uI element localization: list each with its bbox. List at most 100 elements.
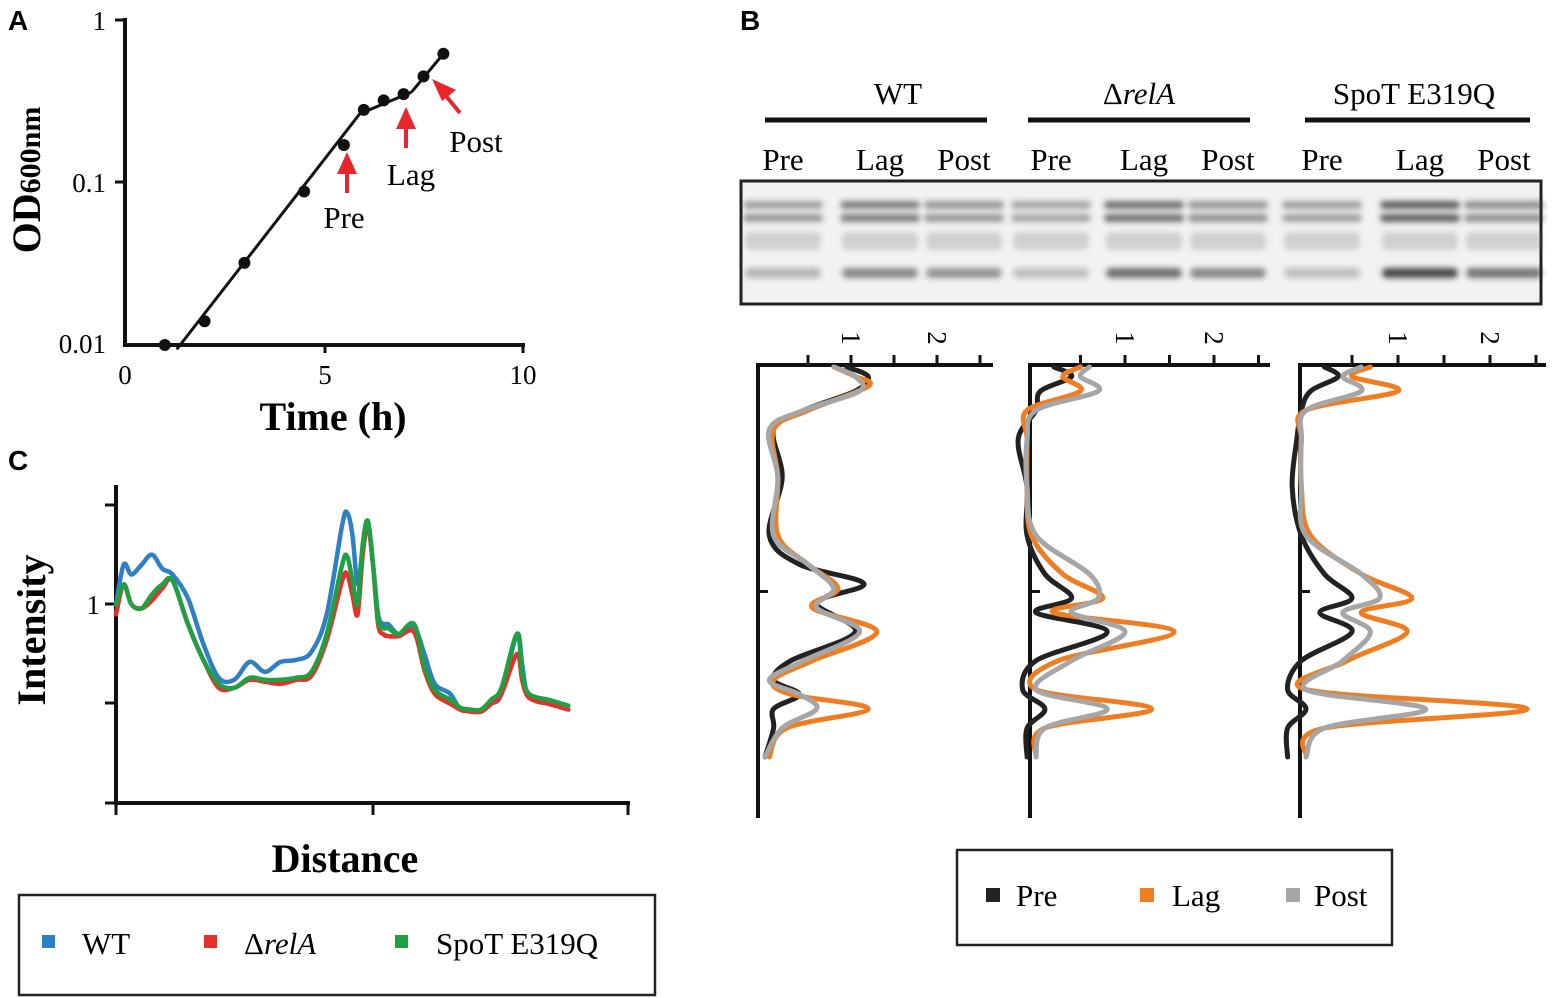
lane-label: Post: [1201, 142, 1255, 177]
gel-band: [1104, 214, 1184, 222]
panel-c-lines: [113, 509, 571, 715]
data-point: [417, 70, 430, 83]
lane-label: Pre: [1030, 142, 1071, 177]
profile-line-pre: [1283, 364, 1355, 760]
panel-c-legend: WT ΔrelA SpoT E319Q: [17, 893, 657, 997]
gel-band: [743, 201, 823, 209]
profile-x-tick-label: 1: [1383, 331, 1413, 345]
gel-smear: [1284, 232, 1360, 250]
gel-band: [1190, 268, 1266, 278]
panel-a-ytick-label: 1: [93, 6, 107, 36]
data-point: [397, 88, 410, 101]
gel-band: [1464, 214, 1544, 222]
panel-a-y-axis-title: OD600nm: [4, 107, 49, 254]
lane-label: Lag: [856, 142, 904, 177]
group-label-rela: ΔrelA: [1103, 76, 1176, 111]
profile-line-post: [762, 364, 866, 760]
data-point: [198, 315, 211, 328]
profile-x-tick-label: 1: [1110, 331, 1140, 345]
group-label-wt: WT: [874, 76, 922, 111]
panel-a-growth-curve: A 1 0.1 0.01 0 5 10 Time (h) OD600nm Pre…: [4, 5, 537, 439]
profile-lines: [762, 364, 1530, 760]
gel-smear: [1106, 232, 1182, 250]
panel-c-x-axis-title: Distance: [272, 836, 419, 881]
gel-band: [1382, 268, 1458, 278]
legend-label-lag: Lag: [1172, 878, 1220, 913]
legend-label-spot: SpoT E319Q: [436, 926, 598, 961]
data-point: [337, 139, 350, 152]
panel-c-intensity-profile: C 1 Distance Intensity WT ΔrelA SpoT E31…: [8, 445, 657, 997]
intensity-line-spot: [113, 518, 571, 713]
gel-smear: [842, 232, 918, 250]
legend-label-rela: ΔrelA: [244, 926, 317, 961]
group-label-spot: SpoT E319Q: [1333, 76, 1495, 111]
panel-a-x-axis-title: Time (h): [259, 394, 406, 439]
profile-line-pre: [1015, 364, 1110, 760]
legend-swatch-wt: [42, 935, 55, 948]
profile-line-post: [1023, 364, 1128, 760]
data-point: [437, 47, 450, 60]
panel-c-ytick-label: 1: [87, 590, 101, 620]
gel-image: [739, 179, 1544, 306]
legend-label-pre: Pre: [1016, 878, 1057, 913]
gel-band: [926, 268, 1002, 278]
profile-line-lag: [1294, 364, 1530, 760]
gel-smear: [926, 232, 1002, 250]
post-annotation: Post: [449, 124, 503, 159]
legend-swatch-post: [1286, 888, 1300, 902]
panel-letter-a: A: [8, 5, 28, 36]
lag-annotation: Lag: [387, 157, 435, 192]
panel-c-y-axis-title: Intensity: [9, 554, 54, 705]
gel-band: [1188, 214, 1268, 222]
profile-line-post: [1297, 364, 1429, 760]
gel-smear: [1013, 232, 1089, 250]
profile-axes: 1 2 1 2 1 2: [756, 331, 1546, 818]
legend-label-rela-prefix: Δ: [244, 926, 264, 961]
panel-a-ytick-label: 0.1: [72, 168, 106, 198]
data-point: [377, 94, 390, 107]
post-arrow: [432, 79, 462, 115]
gel-smear: [1190, 232, 1266, 250]
profile-line-lag: [1020, 364, 1177, 760]
panel-a-data-points: [158, 47, 450, 351]
gel-band: [1380, 214, 1460, 222]
gel-band: [1464, 201, 1544, 209]
panel-a-y-axis-title-sub: 600nm: [14, 107, 47, 194]
gel-band: [1284, 268, 1360, 278]
gel-band: [1380, 201, 1460, 209]
legend-label-rela-italic: relA: [264, 926, 317, 961]
data-point: [357, 103, 370, 116]
pre-annotation: Pre: [323, 200, 364, 235]
gel-band: [1282, 201, 1362, 209]
gel-band: [840, 201, 920, 209]
profile-x-tick-label: 2: [922, 331, 952, 345]
gel-smear: [1466, 232, 1542, 250]
panel-a-xtick-label: 10: [510, 360, 537, 390]
gel-band: [743, 214, 823, 222]
gel-smear: [745, 232, 821, 250]
data-point: [238, 256, 251, 269]
gel-band: [1011, 214, 1091, 222]
gel-band: [745, 268, 821, 278]
group-label-rela-prefix: Δ: [1103, 76, 1123, 111]
panel-letter-b: B: [740, 5, 760, 36]
panel-a-xtick-label: 5: [318, 360, 332, 390]
data-point: [158, 339, 171, 351]
gel-band: [1013, 268, 1089, 278]
gel-band: [842, 268, 918, 278]
profile-x-tick-label: 1: [836, 331, 866, 345]
legend-swatch-rela: [204, 935, 217, 948]
lane-label: Post: [1477, 142, 1531, 177]
gel-band: [840, 214, 920, 222]
panel-b-legend: Pre Lag Post: [955, 848, 1394, 947]
lane-label: Pre: [762, 142, 803, 177]
gel-band: [1282, 214, 1362, 222]
panel-b-gel-and-profiles: B WT ΔrelA SpoT E319Q Pre Lag Post Pre L…: [739, 5, 1546, 947]
legend-label-post: Post: [1314, 878, 1368, 913]
gel-smear: [1382, 232, 1458, 250]
panel-a-xtick-label: 0: [118, 360, 132, 390]
gel-band: [1188, 201, 1268, 209]
data-point: [298, 185, 311, 198]
legend-swatch-spot: [395, 935, 408, 948]
